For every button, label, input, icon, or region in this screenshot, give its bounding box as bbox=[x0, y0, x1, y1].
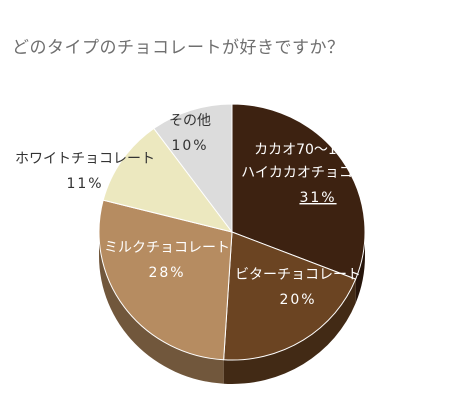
pie-slice-side bbox=[355, 232, 365, 304]
pie-slice bbox=[98, 199, 233, 361]
slice-value-label: 20% bbox=[279, 292, 316, 308]
pie-side-group bbox=[99, 232, 365, 385]
pie-slice bbox=[102, 127, 233, 233]
pie-slice-side bbox=[223, 279, 356, 385]
pie-slice-side bbox=[99, 232, 224, 384]
slice-value-label: 11% bbox=[66, 176, 103, 192]
pie-slice bbox=[231, 103, 366, 280]
slice-label: ミルクチョコレート bbox=[104, 240, 230, 256]
slice-value-label: 10% bbox=[171, 138, 208, 154]
pie-top-group bbox=[98, 103, 366, 361]
slice-value-label: 31% bbox=[299, 190, 336, 206]
pie-slice bbox=[153, 103, 233, 233]
slice-label: ハイカカオチョコレート bbox=[241, 165, 395, 181]
slice-label: ホワイトチョコレート bbox=[15, 151, 155, 167]
slice-label: その他 bbox=[169, 113, 211, 129]
pie-slice bbox=[223, 231, 357, 361]
chart-title: どのタイプのチョコレートが好きですか？ bbox=[12, 38, 345, 58]
slice-label: カカオ70〜100%の bbox=[254, 142, 382, 158]
slice-label: ビターチョコレート bbox=[235, 267, 361, 283]
slice-value-label: 28% bbox=[148, 265, 185, 281]
